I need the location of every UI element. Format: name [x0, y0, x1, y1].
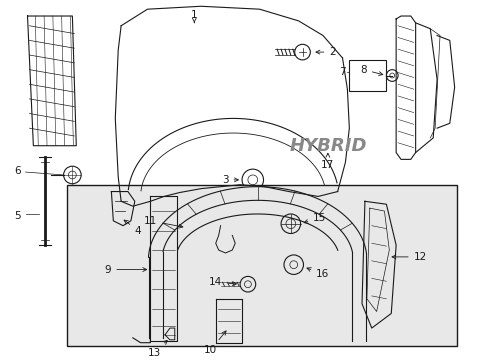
- Text: 16: 16: [306, 268, 329, 279]
- Text: 4: 4: [124, 220, 141, 235]
- Text: 6: 6: [14, 166, 20, 176]
- Text: 17: 17: [321, 153, 334, 170]
- Bar: [66, 185, 456, 346]
- Text: 9: 9: [104, 265, 146, 275]
- Text: 15: 15: [304, 213, 326, 224]
- Text: 1: 1: [191, 10, 197, 23]
- Text: 13: 13: [147, 340, 167, 357]
- Text: 11: 11: [143, 216, 183, 228]
- Text: HYBRID: HYBRID: [288, 137, 366, 155]
- Text: 2: 2: [315, 47, 335, 57]
- Text: 10: 10: [204, 331, 225, 355]
- Text: 14: 14: [209, 277, 236, 287]
- Text: 12: 12: [391, 252, 426, 262]
- Text: 7: 7: [338, 67, 345, 77]
- Text: 8: 8: [360, 65, 382, 76]
- Text: 3: 3: [222, 175, 238, 185]
- Bar: [348, 60, 386, 91]
- Text: 5: 5: [14, 211, 20, 221]
